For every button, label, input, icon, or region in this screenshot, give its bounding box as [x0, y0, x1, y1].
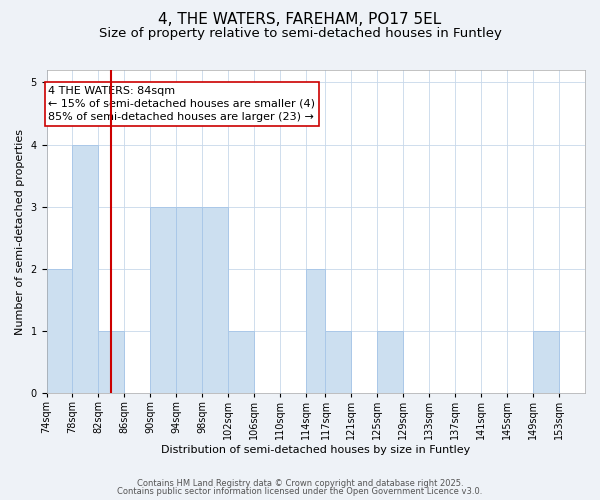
Bar	[533, 331, 559, 393]
Bar	[73, 144, 98, 393]
Text: Contains public sector information licensed under the Open Government Licence v3: Contains public sector information licen…	[118, 487, 482, 496]
Bar	[228, 331, 254, 393]
Bar	[202, 206, 228, 393]
Text: Contains HM Land Registry data © Crown copyright and database right 2025.: Contains HM Land Registry data © Crown c…	[137, 478, 463, 488]
Text: Size of property relative to semi-detached houses in Funtley: Size of property relative to semi-detach…	[98, 28, 502, 40]
Bar	[47, 269, 73, 393]
X-axis label: Distribution of semi-detached houses by size in Funtley: Distribution of semi-detached houses by …	[161, 445, 470, 455]
Bar	[377, 331, 403, 393]
Bar	[306, 269, 325, 393]
Text: 4 THE WATERS: 84sqm
← 15% of semi-detached houses are smaller (4)
85% of semi-de: 4 THE WATERS: 84sqm ← 15% of semi-detach…	[49, 86, 316, 122]
Bar	[98, 331, 124, 393]
Text: 4, THE WATERS, FAREHAM, PO17 5EL: 4, THE WATERS, FAREHAM, PO17 5EL	[158, 12, 442, 28]
Bar	[325, 331, 352, 393]
Bar	[176, 206, 202, 393]
Y-axis label: Number of semi-detached properties: Number of semi-detached properties	[15, 128, 25, 334]
Bar	[151, 206, 176, 393]
